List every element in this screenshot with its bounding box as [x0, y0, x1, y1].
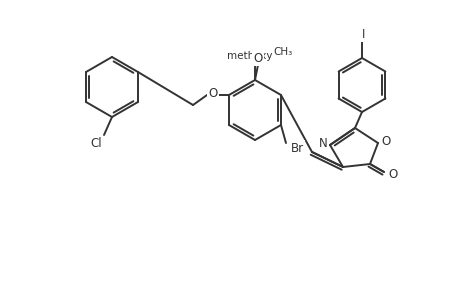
Text: O: O: [208, 86, 217, 100]
Text: O: O: [381, 134, 390, 148]
Text: Br: Br: [290, 142, 303, 154]
Text: N: N: [318, 136, 327, 149]
Text: O: O: [253, 52, 262, 64]
Text: methoxy: methoxy: [227, 51, 272, 61]
Text: O: O: [387, 167, 397, 181]
Text: Cl: Cl: [90, 136, 101, 149]
Text: CH₃: CH₃: [273, 47, 292, 57]
Text: I: I: [362, 28, 365, 40]
